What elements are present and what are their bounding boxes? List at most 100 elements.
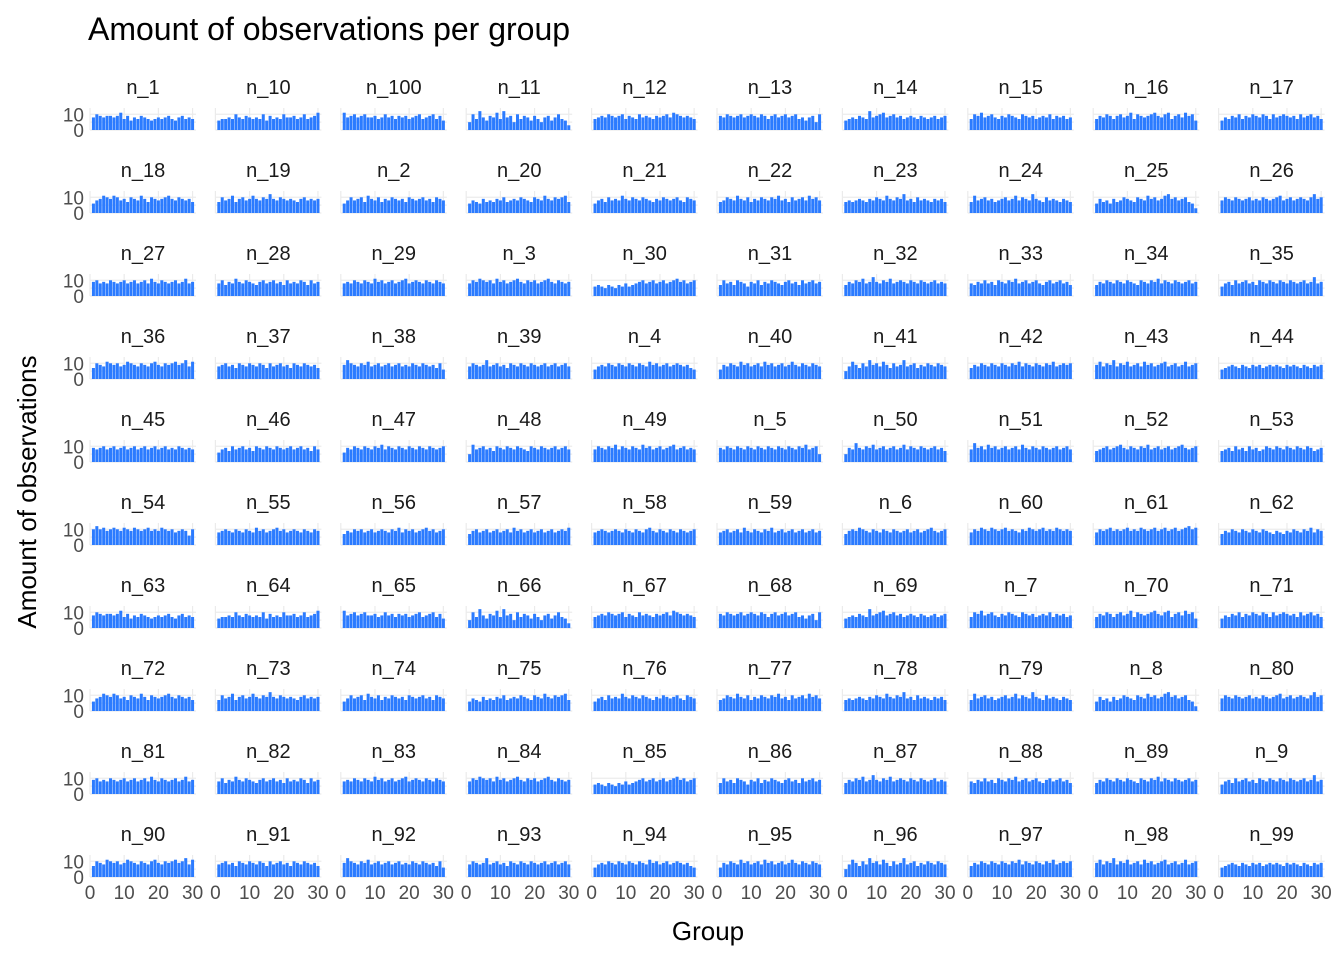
bar <box>278 695 282 711</box>
bar <box>282 366 286 379</box>
bar <box>1230 698 1234 711</box>
bar <box>763 529 767 545</box>
bar <box>1247 283 1251 296</box>
bar <box>634 529 638 545</box>
bar <box>98 529 102 545</box>
facet-label: n_70 <box>1124 575 1169 597</box>
bar <box>468 454 472 462</box>
bar <box>1031 194 1035 213</box>
bar <box>773 449 777 462</box>
facet-label: n_97 <box>999 824 1044 846</box>
bar <box>515 612 519 628</box>
y-tick-label: 0 <box>73 702 84 723</box>
bar <box>1058 778 1062 794</box>
bar <box>1160 117 1164 130</box>
bar <box>689 198 693 213</box>
facet-panel: n_77 <box>716 658 823 712</box>
bar <box>160 527 164 545</box>
bar <box>502 197 506 213</box>
facet-panel: n_21 <box>590 160 698 214</box>
bar <box>563 861 567 877</box>
bar <box>1027 283 1031 296</box>
bar <box>773 612 777 628</box>
bar <box>1278 280 1282 296</box>
bar <box>139 363 143 379</box>
bar <box>109 115 113 130</box>
bar <box>746 115 750 130</box>
bar <box>126 529 130 545</box>
bar <box>1220 286 1224 296</box>
facet-label: n_85 <box>622 741 667 763</box>
bar <box>397 698 401 711</box>
bar <box>471 778 475 794</box>
bar <box>929 281 933 296</box>
y-tick-label: 10 <box>63 188 84 209</box>
bar <box>400 366 404 379</box>
bar <box>519 363 523 379</box>
bar <box>366 615 370 628</box>
bar <box>672 198 676 213</box>
bar <box>376 281 380 296</box>
bar <box>230 617 235 628</box>
bar <box>1319 617 1323 628</box>
bar <box>248 861 252 877</box>
bar <box>1068 783 1072 794</box>
bar <box>474 529 478 545</box>
bar <box>1184 610 1188 628</box>
bar <box>313 446 317 462</box>
bar <box>373 698 377 711</box>
bar <box>1170 364 1174 379</box>
bar <box>1007 280 1011 296</box>
bar <box>1223 117 1227 130</box>
bar <box>129 861 133 877</box>
bar <box>356 366 360 379</box>
bar <box>1190 701 1194 711</box>
bar <box>685 695 689 711</box>
bar <box>1041 700 1045 711</box>
bar <box>478 447 482 462</box>
bar <box>126 361 130 379</box>
bar <box>790 115 794 130</box>
bar <box>868 858 872 877</box>
bar <box>895 695 899 711</box>
bar <box>763 779 767 794</box>
bar <box>651 119 655 130</box>
bar <box>1302 862 1306 877</box>
bar <box>739 696 743 711</box>
bar <box>722 698 726 711</box>
bar <box>725 695 729 711</box>
bar <box>692 280 696 296</box>
bar <box>346 858 350 877</box>
bar <box>289 696 293 711</box>
facet-panel: n_29 <box>340 243 447 297</box>
bar <box>143 364 147 379</box>
bar <box>1139 696 1143 711</box>
bar <box>224 861 228 877</box>
bar <box>502 449 506 462</box>
bar <box>553 861 557 877</box>
bar <box>285 532 289 545</box>
bar <box>139 281 143 296</box>
bar <box>414 532 418 545</box>
facet-label: n_56 <box>372 492 417 514</box>
bar <box>1170 529 1174 545</box>
bar <box>129 530 133 545</box>
bar <box>800 615 804 628</box>
bar <box>163 861 167 877</box>
bar <box>1247 781 1251 794</box>
bar <box>1010 281 1014 296</box>
bar <box>278 197 282 213</box>
bar <box>275 117 279 130</box>
bar <box>105 115 109 130</box>
bar <box>746 446 750 462</box>
bar <box>878 696 882 711</box>
bar <box>299 366 303 379</box>
bar <box>892 529 896 545</box>
bar <box>150 776 154 794</box>
bar <box>1095 701 1099 711</box>
bar <box>722 778 726 794</box>
bar <box>797 530 801 545</box>
bar <box>617 613 621 628</box>
bar <box>1261 695 1265 711</box>
bar <box>302 612 306 628</box>
